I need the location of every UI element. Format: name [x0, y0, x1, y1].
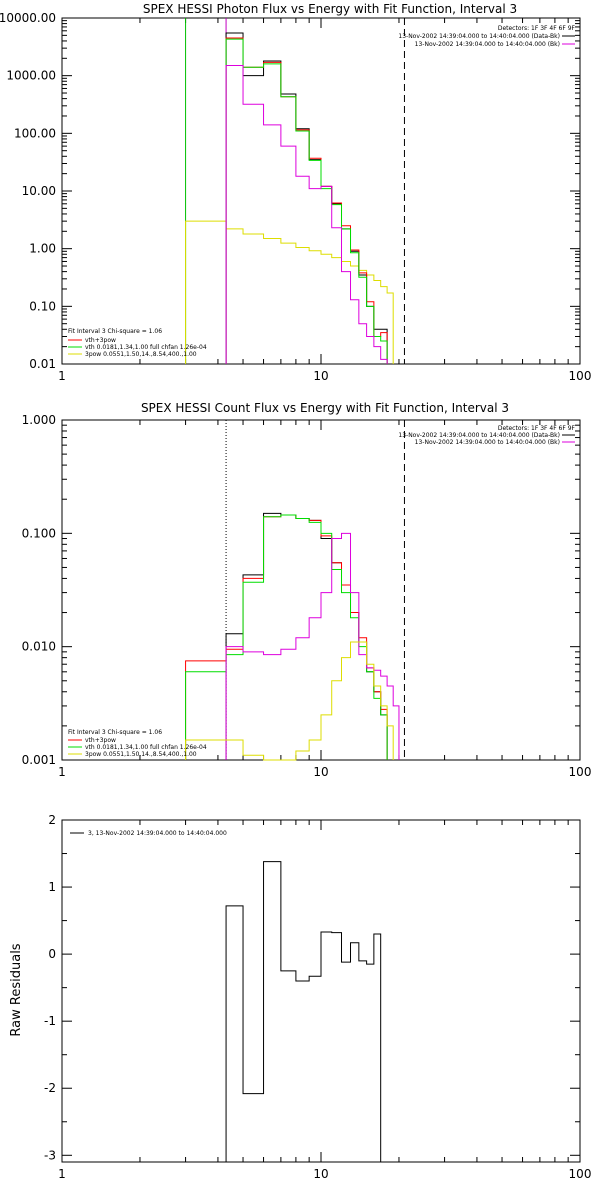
x-tick-label: 10: [313, 1167, 328, 1181]
photon-flux-legend-topright: Detectors: 1F 3F 4F 6F 9F 13-Nov-2002 14…: [398, 25, 575, 48]
legend-vth-2: vth 0.0181,1.34,1.00 full chfan 1.26e-04: [85, 744, 207, 751]
x-tick-label: 1: [58, 1167, 66, 1181]
y-tick-label: 0.100: [22, 526, 56, 540]
series-line-3: [225, 532, 400, 760]
photon-flux-legend-fit: Fit Interval 3 Chi-square = 1.06 vth+3po…: [68, 328, 207, 358]
series-line-2: [185, 514, 388, 760]
legend-vth3pow: vth+3pow: [85, 337, 116, 344]
legend-vth: vth 0.0181,1.34,1.00 full chfan 1.26e-04: [85, 344, 207, 351]
legend-fit-interval: Fit Interval 3 Chi-square = 1.06: [68, 328, 162, 335]
photon-flux-panel: SPEX HESSI Photon Flux vs Energy with Fi…: [0, 2, 591, 383]
y-tick-label: 0.10: [29, 299, 56, 313]
x-tick-label: 100: [569, 765, 592, 779]
legend-data-bk-2: 13-Nov-2002 14:39:04.000 to 14:40:04.000…: [398, 432, 560, 439]
legend-bk: 13-Nov-2002 14:39:04.000 to 14:40:04.000…: [415, 41, 560, 48]
x-tick-label: 1: [58, 765, 66, 779]
y-tick-label: 2: [48, 813, 56, 827]
legend-3pow-2: 3pow 0.0551,1.50,14.,8.54,400.,1.00: [85, 751, 197, 758]
photon-flux-title: SPEX HESSI Photon Flux vs Energy with Fi…: [143, 2, 517, 16]
y-tick-label: 0: [48, 947, 56, 961]
y-tick-label: 100.00: [14, 126, 56, 140]
y-tick-label: 0.010: [22, 640, 56, 654]
series-line-4: [185, 641, 394, 761]
series-line-3: [225, 65, 388, 364]
residuals-ylabel: Raw Residuals: [9, 943, 24, 1036]
x-tick-label: 100: [569, 1167, 592, 1181]
y-tick-label: 1000.00: [6, 69, 56, 83]
count-flux-legend-fit: Fit Interval 3 Chi-square = 1.06 vth+3po…: [68, 729, 207, 758]
count-flux-axes: 1 10 100 1.000 0.100 0.010 0.001: [22, 413, 592, 779]
series-line-0: [225, 861, 382, 1162]
y-tick-label: 0.001: [22, 753, 56, 767]
y-tick-label: 1.00: [29, 242, 56, 256]
legend-3pow: 3pow 0.0551,1.50,14.,8.54,400.,1.00: [85, 351, 197, 358]
y-tick-label: -3: [44, 1148, 56, 1162]
photon-flux-series: [185, 18, 405, 364]
y-tick-label: -2: [44, 1081, 56, 1095]
y-tick-label: 1: [48, 880, 56, 894]
residuals-legend: 3, 13-Nov-2002 14:39:04.000 to 14:40:04.…: [88, 830, 227, 837]
legend-bk-2: 13-Nov-2002 14:39:04.000 to 14:40:04.000…: [415, 439, 560, 446]
y-tick-label: 0.01: [29, 357, 56, 371]
x-tick-label: 100: [569, 369, 592, 383]
x-tick-label: 10: [313, 369, 328, 383]
legend-vth3pow-2: vth+3pow: [85, 737, 116, 744]
legend-data-bk: 13-Nov-2002 14:39:04.000 to 14:40:04.000…: [398, 33, 560, 40]
residuals-series: [225, 861, 382, 1162]
x-tick-label: 1: [58, 369, 66, 383]
count-flux-series: [185, 420, 405, 761]
count-flux-legend-topright: Detectors: 1F 3F 4F 6F 9F 13-Nov-2002 14…: [398, 425, 575, 446]
y-tick-label: 10000.00: [0, 11, 56, 25]
legend-detectors: Detectors: 1F 3F 4F 6F 9F: [498, 25, 576, 32]
y-tick-label: 10.00: [22, 184, 56, 198]
legend-detectors-2: Detectors: 1F 3F 4F 6F 9F: [498, 425, 576, 432]
legend-fit-interval-2: Fit Interval 3 Chi-square = 1.06: [68, 729, 162, 736]
y-tick-label: 1.000: [22, 413, 56, 427]
x-tick-label: 10: [313, 765, 328, 779]
count-flux-title: SPEX HESSI Count Flux vs Energy with Fit…: [141, 401, 509, 415]
series-yellow: [185, 220, 394, 364]
photon-flux-axes: 1 10 100 10000.00 1000.00 100.00 10.00 1.00 0.10…: [0, 11, 591, 383]
count-flux-panel: SPEX HESSI Count Flux vs Energy with Fit…: [22, 401, 592, 779]
y-tick-label: -1: [44, 1014, 56, 1028]
